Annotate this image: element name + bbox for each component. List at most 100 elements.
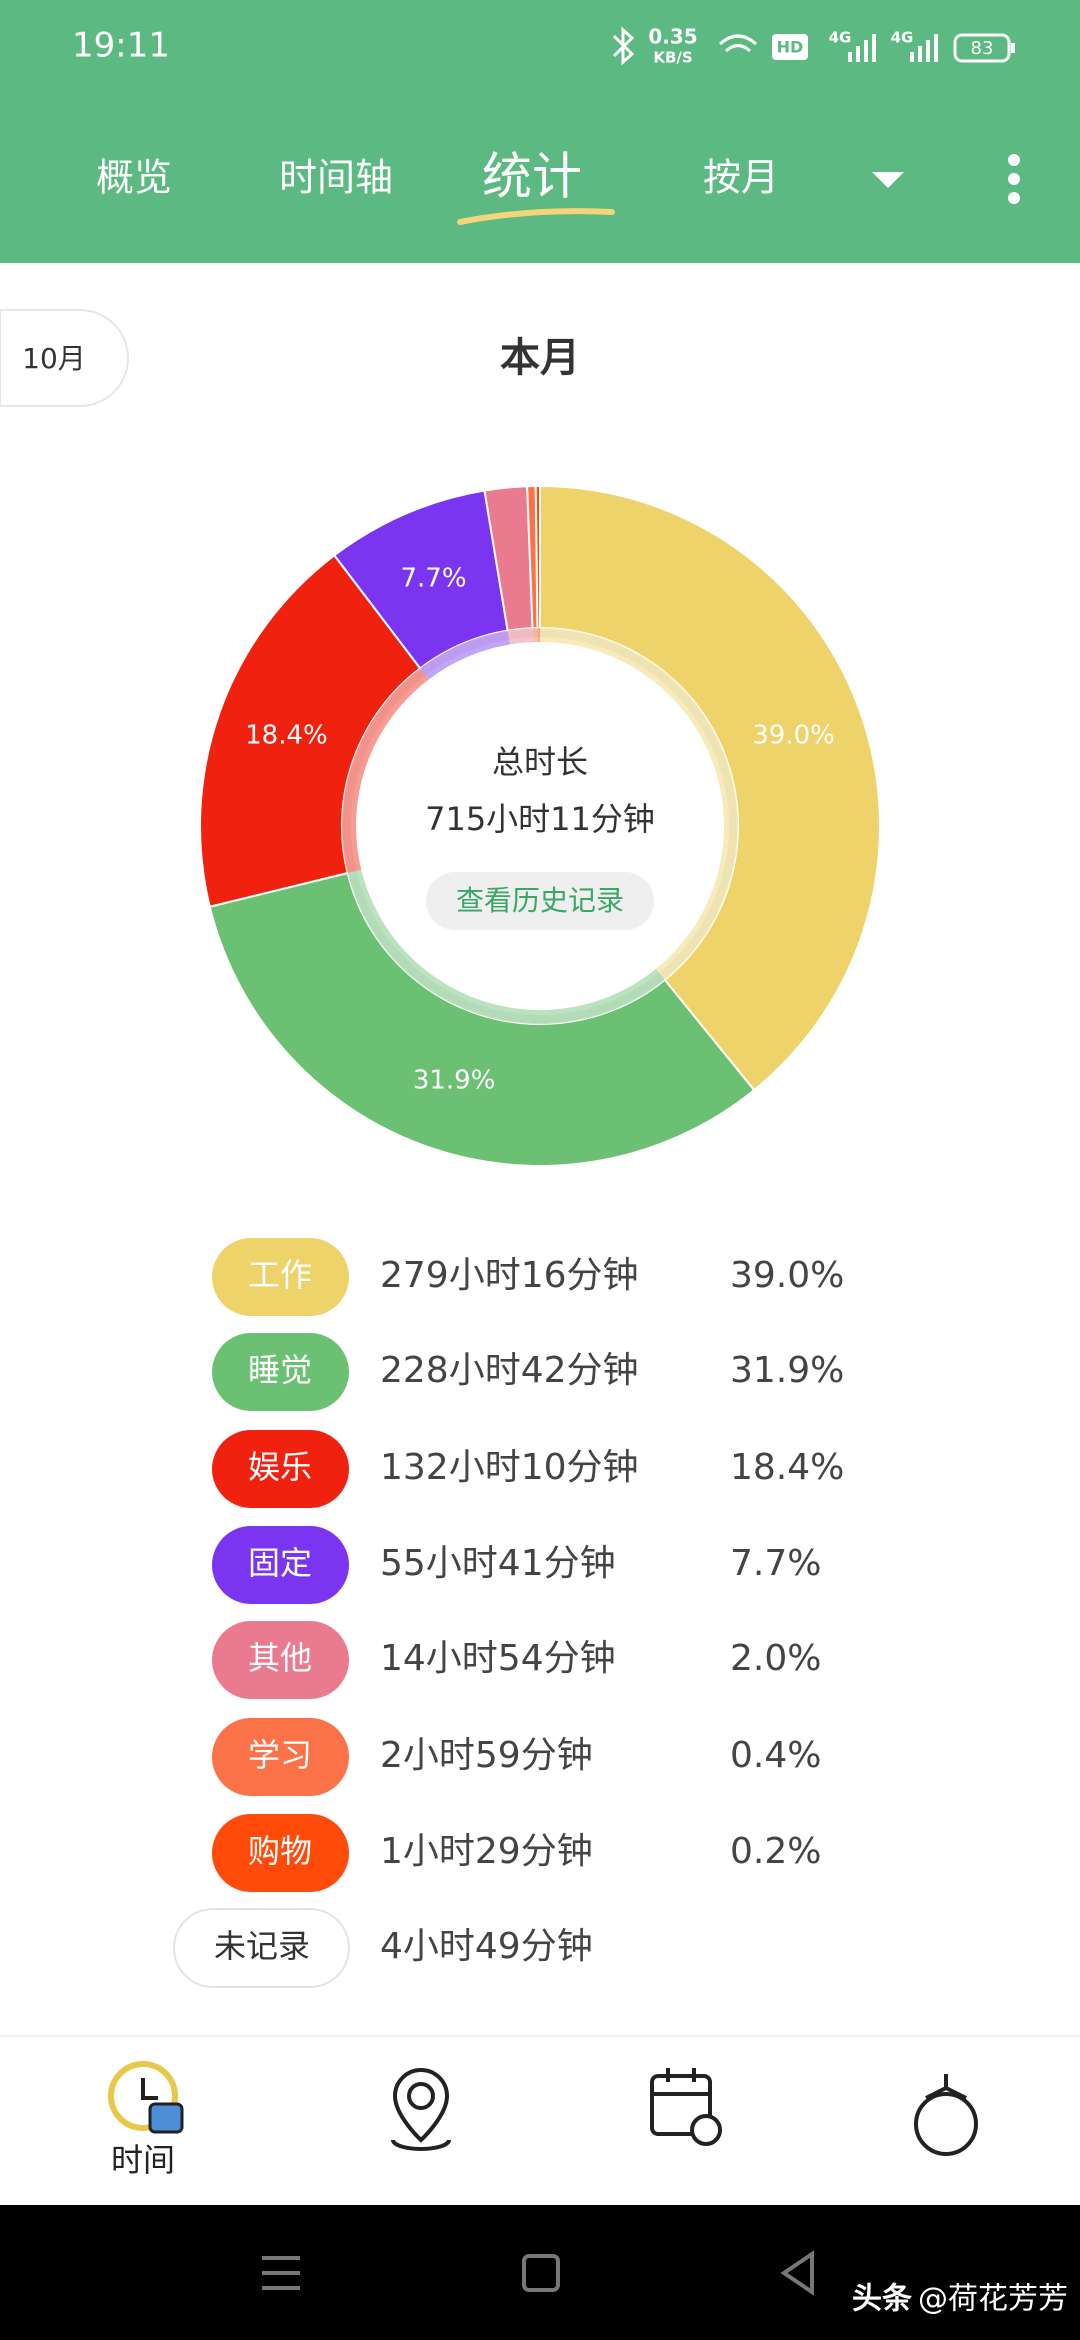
period-button[interactable] <box>0 309 129 407</box>
donut-slice-shade <box>537 628 540 643</box>
slice-label: 31.9% <box>413 1065 496 1095</box>
home-button[interactable] <box>522 2254 560 2292</box>
system-bar <box>0 2205 1080 2340</box>
legend-pill <box>212 1718 349 1796</box>
clock-icon[interactable] <box>108 2061 178 2131</box>
legend-pill <box>212 1526 349 1604</box>
location-clock <box>407 2082 435 2110</box>
legend-duration: 14小时54分钟 <box>380 1638 616 1679</box>
back-button[interactable] <box>780 2250 814 2296</box>
status-time: 19:11 <box>72 26 170 66</box>
legend-percent: 2.0% <box>730 1638 821 1679</box>
dropdown-arrow[interactable] <box>872 172 904 188</box>
network-speed-unit: KB/S <box>653 49 692 67</box>
menu-dot <box>1008 154 1020 166</box>
legend-pill <box>212 1430 349 1508</box>
slice-label: 7.7% <box>401 563 467 593</box>
hd-label: HD <box>777 38 804 57</box>
legend-name: 工作 <box>248 1256 312 1294</box>
menu-dot <box>1008 173 1020 185</box>
signal-bars <box>848 34 1015 62</box>
signal-bar <box>910 52 914 62</box>
nav-icons <box>108 2061 978 2156</box>
legend-duration: 55小时41分钟 <box>380 1543 616 1584</box>
donut-slice <box>534 484 541 630</box>
legend-pill <box>212 1621 349 1699</box>
legend-percent: 0.2% <box>730 1831 821 1872</box>
donut-slice-shade <box>342 668 429 874</box>
legend-duration: 279小时16分钟 <box>380 1255 639 1296</box>
signal-bar <box>934 34 938 62</box>
unrecorded-name: 未记录 <box>214 1927 310 1965</box>
donut-slice-shade <box>507 628 534 645</box>
calendar-lines <box>652 2068 710 2096</box>
status-icons <box>612 26 1011 66</box>
menu-dot <box>1008 192 1020 204</box>
tab[interactable]: 时间轴 <box>279 156 393 200</box>
calendar-clock <box>690 2114 722 2146</box>
unrecorded-duration: 4小时49分钟 <box>380 1926 593 1967</box>
more-menu[interactable] <box>1008 154 1020 204</box>
legend-name: 购物 <box>248 1832 312 1870</box>
legend-name: 娱乐 <box>248 1448 312 1486</box>
legend-percent: 31.9% <box>730 1350 844 1391</box>
tomato-stem <box>925 2074 967 2100</box>
donut-slice <box>208 871 756 1167</box>
history-button-label[interactable]: 查看历史记录 <box>456 884 624 917</box>
watermark-author: @荷花芳芳 <box>918 2282 1068 2317</box>
legend-duration: 2小时59分钟 <box>380 1735 593 1776</box>
tab-underline <box>457 208 615 225</box>
signal-bar <box>872 34 876 62</box>
battery-level: 83 <box>971 38 994 59</box>
legend-duration: 228小时42分钟 <box>380 1350 639 1391</box>
donut-slice-shade <box>347 869 665 1024</box>
location-icon[interactable] <box>391 2067 451 2151</box>
period-button-label[interactable]: 10月 <box>22 342 86 375</box>
signal-bar <box>918 46 922 62</box>
legend-name: 睡觉 <box>248 1351 312 1389</box>
legend-name: 学习 <box>248 1736 312 1774</box>
tomato-icon[interactable] <box>914 2092 978 2156</box>
donut-slice <box>199 553 422 908</box>
tab[interactable]: 统计 <box>482 148 582 206</box>
unrecorded-pill <box>173 1908 350 1988</box>
signal-bar <box>864 40 868 62</box>
legend-name: 其他 <box>248 1639 312 1677</box>
slice-label: 18.4% <box>245 721 328 751</box>
legend-percent: 18.4% <box>730 1447 844 1488</box>
legend-percent: 0.4% <box>730 1735 821 1776</box>
signal-bar <box>856 46 860 62</box>
network-type: 4G <box>829 29 852 47</box>
battery-tip <box>1011 43 1015 53</box>
network-speed: 0.35 <box>648 25 697 49</box>
signal-bar <box>926 40 930 62</box>
legend-pill <box>212 1238 349 1316</box>
system-buttons <box>262 2250 814 2296</box>
calendar-icon[interactable] <box>650 2074 712 2136</box>
donut-slice-shade <box>540 628 738 980</box>
legend-duration: 1小时29分钟 <box>380 1831 593 1872</box>
tab[interactable]: 按月 <box>703 156 779 200</box>
center-label: 总时长 <box>492 743 588 781</box>
battery-icon <box>953 33 1011 63</box>
legend-name: 固定 <box>248 1544 312 1582</box>
donut-slice-shade <box>420 630 510 680</box>
legend-percent: 7.7% <box>730 1543 821 1584</box>
calendar-badge <box>148 2102 184 2134</box>
donut-slice-shade <box>532 628 538 643</box>
donut-slice <box>539 484 881 1092</box>
center-value: 715小时11分钟 <box>425 800 655 838</box>
hd-badge <box>772 34 808 60</box>
watermark-brand: 头条 <box>852 2282 912 2317</box>
bluetooth-icon <box>612 26 635 66</box>
nav-label[interactable]: 时间 <box>111 2141 175 2179</box>
history-button[interactable] <box>426 872 654 930</box>
menu-button[interactable] <box>262 2256 300 2290</box>
tab[interactable]: 概览 <box>96 156 172 200</box>
legend-pill <box>212 1333 349 1411</box>
clock-hands <box>141 2078 158 2100</box>
legend-pill <box>212 1814 349 1892</box>
header-background <box>0 0 1080 263</box>
